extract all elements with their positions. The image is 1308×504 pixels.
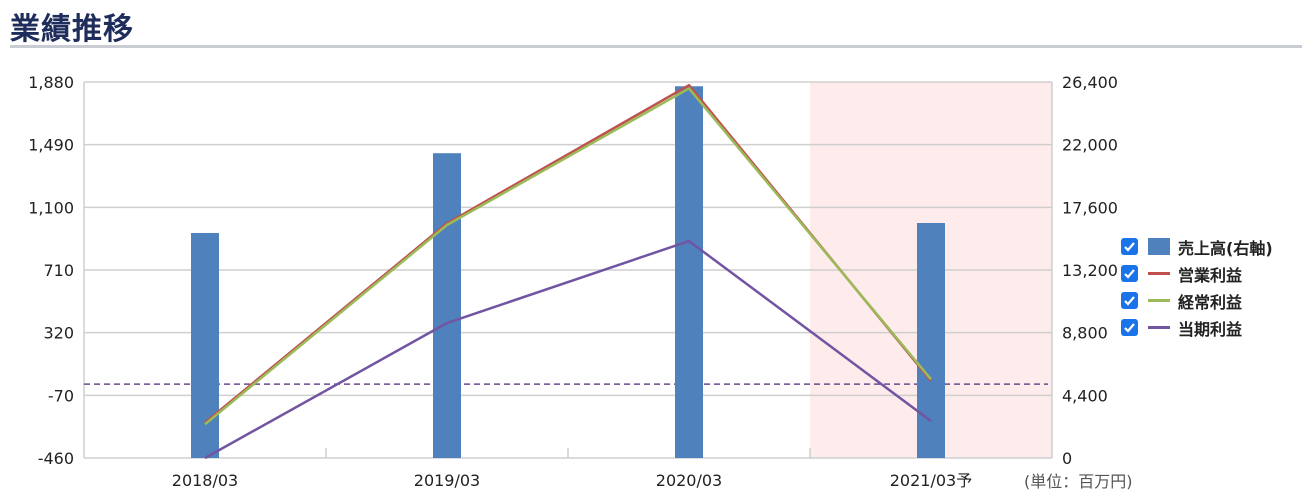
line-series-3 bbox=[204, 239, 932, 460]
checkbox-checked-icon[interactable] bbox=[1121, 265, 1138, 282]
left-axis-tick-label: 1,490 bbox=[28, 136, 74, 155]
left-axis-tick-label: -70 bbox=[48, 386, 74, 405]
right-axis-tick-label: 4,400 bbox=[1062, 386, 1108, 405]
right-axis-tick-label: 8,800 bbox=[1062, 324, 1108, 343]
bar-sales bbox=[191, 232, 219, 458]
legend-label-ordinary-profit: 経常利益 bbox=[1178, 292, 1243, 312]
checkbox-checked-icon[interactable] bbox=[1121, 319, 1138, 336]
category-label: 2019/03 bbox=[414, 471, 480, 490]
right-axis-tick-label: 0 bbox=[1062, 449, 1072, 468]
title-divider bbox=[10, 45, 1302, 48]
line-series-2 bbox=[204, 87, 932, 426]
page-title: 業績推移 bbox=[10, 12, 134, 47]
category-label: 2018/03 bbox=[172, 471, 238, 490]
legend-label-net-profit: 当期利益 bbox=[1178, 319, 1243, 339]
legend-item-sales[interactable]: 売上高(右軸) bbox=[1121, 233, 1273, 260]
bar-sales bbox=[675, 86, 703, 458]
right-axis-tick-label: 22,000 bbox=[1062, 136, 1118, 155]
legend-label-operating-profit: 営業利益 bbox=[1178, 265, 1243, 285]
legend-swatch-sales bbox=[1148, 238, 1170, 255]
legend-item-net-profit[interactable]: 当期利益 bbox=[1121, 314, 1273, 341]
bar-sales bbox=[917, 223, 945, 458]
bar-sales bbox=[433, 153, 461, 458]
legend-swatch-operating-profit bbox=[1148, 272, 1170, 275]
category-label: 2020/03 bbox=[656, 471, 722, 490]
category-label: 2021/03予 bbox=[890, 471, 972, 490]
left-axis-tick-label: -460 bbox=[38, 449, 74, 468]
legend-item-ordinary-profit[interactable]: 経常利益 bbox=[1121, 287, 1273, 314]
legend-swatch-net-profit bbox=[1148, 326, 1170, 329]
checkbox-checked-icon[interactable] bbox=[1121, 238, 1138, 255]
chart-legend: 売上高(右軸) 営業利益 経常利益 当期利益 bbox=[1121, 233, 1273, 341]
legend-label-sales: 売上高(右軸) bbox=[1178, 238, 1273, 258]
left-axis-tick-label: 1,100 bbox=[28, 198, 74, 217]
left-axis-tick-label: 320 bbox=[43, 324, 74, 343]
unit-label: (単位：百万円) bbox=[1024, 472, 1133, 491]
left-axis-tick-label: 710 bbox=[43, 261, 74, 280]
right-axis-tick-label: 26,400 bbox=[1062, 73, 1118, 92]
left-axis-tick-label: 1,880 bbox=[28, 73, 74, 92]
legend-swatch-ordinary-profit bbox=[1148, 299, 1170, 302]
legend-item-operating-profit[interactable]: 営業利益 bbox=[1121, 260, 1273, 287]
checkbox-checked-icon[interactable] bbox=[1121, 292, 1138, 309]
right-axis-tick-label: 17,600 bbox=[1062, 198, 1118, 217]
right-axis-tick-label: 13,200 bbox=[1062, 261, 1118, 280]
